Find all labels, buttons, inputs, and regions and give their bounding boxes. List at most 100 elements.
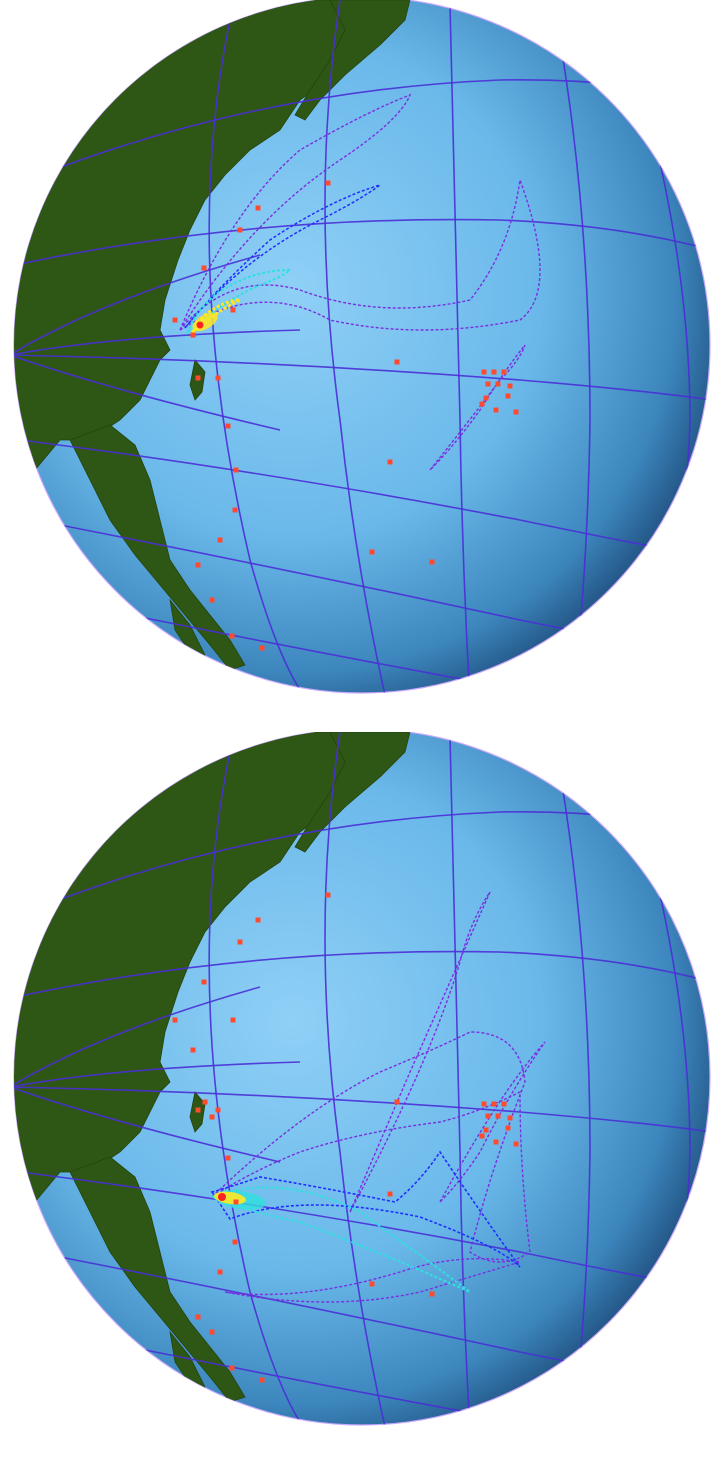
station-marker [325, 180, 331, 186]
station-marker [429, 1291, 435, 1297]
plume-contour-4 [184, 184, 381, 329]
station-marker [201, 979, 207, 985]
plume-group [209, 891, 546, 1303]
station-marker [233, 1199, 239, 1205]
station-marker [507, 383, 513, 389]
station-marker [505, 1125, 511, 1131]
station-marker [513, 409, 519, 415]
station-marker [215, 1107, 221, 1113]
station-marker [215, 375, 221, 381]
station-marker [230, 307, 236, 313]
station-marker [493, 407, 499, 413]
station-marker [237, 227, 243, 233]
station-marker [485, 381, 491, 387]
station-marker [481, 1101, 487, 1107]
station-marker [172, 317, 178, 323]
station-marker [483, 1127, 489, 1133]
graticule-line-7 [208, 751, 301, 1423]
graticule-line-4 [19, 1171, 701, 1288]
graticule-line-8 [324, 732, 386, 1425]
globe-map-bottom [0, 732, 718, 1432]
station-marker [195, 1314, 201, 1320]
station-marker [232, 1239, 238, 1245]
graticule-line-13 [14, 1061, 301, 1088]
station-marker [507, 1115, 513, 1121]
graticule-line-13 [14, 329, 301, 356]
station-marker [255, 917, 261, 923]
station-marker [225, 423, 231, 429]
station-marker [429, 559, 435, 565]
land-mass-4 [69, 1156, 246, 1403]
station-marker [225, 1155, 231, 1161]
station-marker [501, 1101, 507, 1107]
plume-contour-5 [185, 268, 293, 336]
plume-contour-4 [224, 1257, 521, 1303]
station-marker [195, 1107, 201, 1113]
station-marker [495, 1113, 501, 1119]
station-marker [209, 1114, 215, 1120]
station-marker [387, 1191, 393, 1197]
station-marker [255, 205, 261, 211]
plume-contour-1 [179, 93, 412, 331]
graticule-line-14 [14, 1086, 281, 1163]
graticule-line-14 [14, 354, 281, 431]
graticule-line-3 [14, 354, 710, 401]
station-marker [217, 537, 223, 543]
station-marker [230, 1017, 236, 1023]
station-marker [513, 1141, 519, 1147]
station-marker [259, 1377, 265, 1383]
station-marker [209, 1329, 215, 1335]
station-marker [369, 549, 375, 555]
station-marker [190, 1047, 196, 1053]
plume-hotspot-center [196, 321, 204, 329]
station-marker [479, 401, 485, 407]
station-marker [491, 1101, 497, 1107]
graticule-line-4 [19, 439, 701, 556]
station-marker [195, 375, 201, 381]
station-marker [237, 939, 243, 945]
station-marker [325, 892, 331, 898]
graticule-line-2 [14, 218, 710, 266]
station-marker [259, 645, 265, 651]
plume-contour-2 [349, 891, 491, 1213]
plume-contour-3 [429, 344, 526, 471]
station-marker [505, 393, 511, 399]
graticule-line-9 [449, 4, 471, 693]
graticule-line-10 [559, 771, 591, 1413]
station-marker [394, 359, 400, 365]
station-marker [201, 265, 207, 271]
land-mass-4 [69, 424, 246, 671]
plume-contour-1 [211, 1031, 531, 1263]
plume-contour-3 [439, 1041, 546, 1203]
globe-svg-top [13, 0, 711, 694]
station-marker [217, 1269, 223, 1275]
graticule-line-3 [14, 1086, 710, 1133]
station-marker [172, 1017, 178, 1023]
station-marker [387, 459, 393, 465]
plume-contour-2 [179, 179, 541, 331]
globe-map-top [0, 0, 718, 700]
station-marker [233, 467, 239, 473]
station-marker [209, 597, 215, 603]
station-marker [232, 507, 238, 513]
station-marker [501, 369, 507, 375]
station-marker [485, 1113, 491, 1119]
graticule-line-8 [324, 0, 386, 693]
station-marker [491, 369, 497, 375]
graticule-line-10 [559, 39, 591, 681]
station-marker [195, 562, 201, 568]
station-marker [495, 381, 501, 387]
station-marker [229, 1365, 235, 1371]
graticule-line-12 [14, 254, 261, 356]
station-marker [394, 1099, 400, 1105]
station-marker [229, 633, 235, 639]
station-marker [493, 1139, 499, 1145]
graticule-line-9 [449, 736, 471, 1425]
plume-contour-6 [209, 1186, 471, 1293]
plume-contour-5 [210, 1150, 521, 1268]
station-marker [481, 369, 487, 375]
station-marker [479, 1133, 485, 1139]
plume-hotspot-center [218, 1193, 226, 1201]
graticule-line-2 [14, 950, 710, 998]
globe-svg-bottom [13, 732, 711, 1426]
